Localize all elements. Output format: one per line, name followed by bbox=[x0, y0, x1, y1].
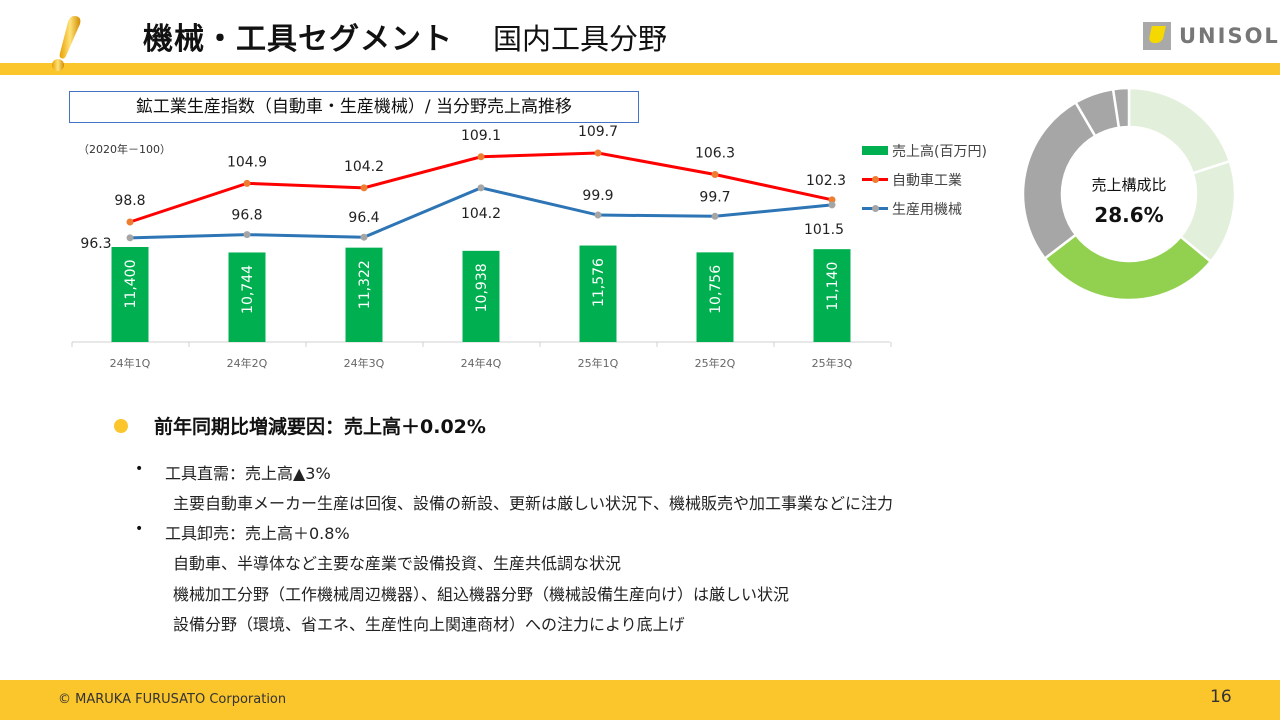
bullet-dot-icon bbox=[114, 418, 128, 433]
line-data-label: 96.8 bbox=[231, 208, 262, 224]
line-data-label: 99.9 bbox=[582, 188, 613, 204]
summary-heading-text: 前年同期比増減要因：売上高＋0.02% bbox=[154, 416, 486, 438]
donut-slice bbox=[1043, 232, 1213, 302]
bar bbox=[813, 249, 851, 342]
line-data-label: 101.5 bbox=[804, 222, 844, 238]
legend-item-sales: 売上高(百万円) bbox=[862, 136, 987, 165]
copyright: © MARUKA FURUSATO Corporation bbox=[58, 692, 287, 707]
line-marker bbox=[828, 196, 836, 204]
legend-swatch-bar bbox=[862, 146, 888, 155]
line-data-label: 104.2 bbox=[461, 206, 501, 222]
line-marker bbox=[594, 211, 602, 219]
item-title: 工具卸売：売上高＋0.8% bbox=[165, 524, 350, 543]
line-marker bbox=[711, 212, 719, 220]
line-data-label: 98.8 bbox=[114, 193, 145, 209]
line-data-label: 109.1 bbox=[461, 128, 501, 144]
legend-label: 売上高(百万円) bbox=[892, 143, 987, 160]
donut-chart bbox=[1021, 86, 1237, 302]
summary-heading: 前年同期比増減要因：売上高＋0.02% bbox=[114, 412, 486, 439]
x-tick-label: 24年2Q bbox=[227, 356, 268, 370]
company-logo: UNISOL bbox=[1143, 22, 1280, 50]
line-marker bbox=[477, 153, 485, 161]
x-tick-label: 24年3Q bbox=[344, 356, 385, 370]
line-marker bbox=[477, 184, 485, 192]
bar-data-label: 11,576 bbox=[591, 258, 607, 307]
line-marker bbox=[594, 149, 602, 157]
page-subtitle: 国内工具分野 bbox=[493, 22, 668, 56]
item-detail: 主要自動車メーカー生産は回復、設備の新設、更新は厳しい状況下、機械販売や加工事業… bbox=[173, 494, 894, 513]
legend-item-auto: 自動車工業 bbox=[862, 165, 987, 194]
line-marker bbox=[360, 184, 368, 192]
line-marker bbox=[711, 171, 719, 179]
line-data-label: 104.9 bbox=[227, 154, 267, 170]
bar-data-label: 10,756 bbox=[708, 265, 724, 314]
donut-slice bbox=[1127, 86, 1232, 175]
line-data-label: 109.7 bbox=[578, 124, 618, 140]
logo-mark-icon bbox=[1143, 22, 1171, 50]
line-data-label: 102.3 bbox=[806, 173, 846, 189]
bullet-icon: • bbox=[135, 461, 144, 477]
x-tick-label: 25年1Q bbox=[578, 356, 619, 370]
line-data-label: 96.3 bbox=[80, 236, 111, 252]
legend-label: 自動車工業 bbox=[892, 172, 962, 189]
line-data-label: 99.7 bbox=[699, 189, 730, 205]
chart-base-note: （2020年－100） bbox=[78, 143, 171, 156]
item-detail: 機械加工分野（工作機械周辺機器）、組込機器分野（機械設備生産向け）は厳しい状況 bbox=[173, 585, 790, 604]
bar-data-label: 11,400 bbox=[123, 260, 139, 309]
bar-data-label: 10,744 bbox=[240, 265, 256, 314]
chart-legend: 売上高(百万円) 自動車工業 生産用機械 bbox=[862, 136, 987, 223]
bullet-icon: • bbox=[135, 521, 144, 537]
bar bbox=[111, 247, 149, 342]
line-marker bbox=[243, 179, 251, 187]
x-tick-label: 25年2Q bbox=[695, 356, 736, 370]
line-marker bbox=[126, 234, 134, 242]
line-marker bbox=[243, 231, 251, 239]
legend-swatch-blue-line bbox=[862, 204, 888, 212]
donut-center-value: 28.6% bbox=[1094, 203, 1164, 227]
legend-swatch-red-line bbox=[862, 175, 888, 183]
line-marker bbox=[126, 218, 134, 226]
line-data-label: 104.2 bbox=[344, 159, 384, 175]
bar-data-label: 11,322 bbox=[357, 260, 373, 309]
line-data-label: 96.4 bbox=[348, 210, 379, 226]
exclamation-icon bbox=[52, 16, 81, 71]
item-detail: 自動車、半導体など主要な産業で設備投資、生産共低調な状況 bbox=[173, 554, 622, 573]
line-data-label: 106.3 bbox=[695, 146, 735, 162]
bar-data-label: 10,938 bbox=[474, 263, 490, 312]
bar bbox=[228, 252, 266, 342]
page-title: 機械・工具セグメント bbox=[143, 22, 453, 57]
chart-title: 鉱工業生産指数（自動車・生産機械）/ 当分野売上高推移 bbox=[69, 91, 639, 123]
donut-slice bbox=[1111, 86, 1131, 130]
item-detail: 設備分野（環境、省エネ、生産性向上関連商材）への注力により底上げ bbox=[173, 615, 685, 634]
header-accent-bar bbox=[0, 63, 1280, 75]
combo-chart: 24年1Q 24年2Q 24年3Q 24年4Q 25年1Q 25年2Q 25年3Q 11,40… bbox=[71, 124, 892, 370]
line-marker bbox=[360, 233, 368, 241]
legend-item-machinery: 生産用機械 bbox=[862, 194, 987, 223]
x-tick-label: 24年4Q bbox=[461, 356, 502, 370]
donut-center-label: 売上構成比 bbox=[1091, 176, 1167, 194]
logo-text: UNISOL bbox=[1179, 24, 1280, 48]
bar bbox=[696, 252, 734, 342]
footer-bar bbox=[0, 680, 1280, 720]
legend-label: 生産用機械 bbox=[892, 201, 962, 218]
bar-data-label: 11,140 bbox=[825, 262, 841, 311]
x-tick-label: 25年3Q bbox=[812, 356, 853, 370]
x-tick-label: 24年1Q bbox=[110, 356, 151, 370]
bar bbox=[579, 245, 617, 342]
line-marker bbox=[828, 201, 836, 209]
bar bbox=[345, 247, 383, 342]
page-number: 16 bbox=[1210, 687, 1232, 707]
item-title: 工具直需：売上高▲3% bbox=[165, 464, 331, 483]
bar bbox=[462, 250, 500, 342]
